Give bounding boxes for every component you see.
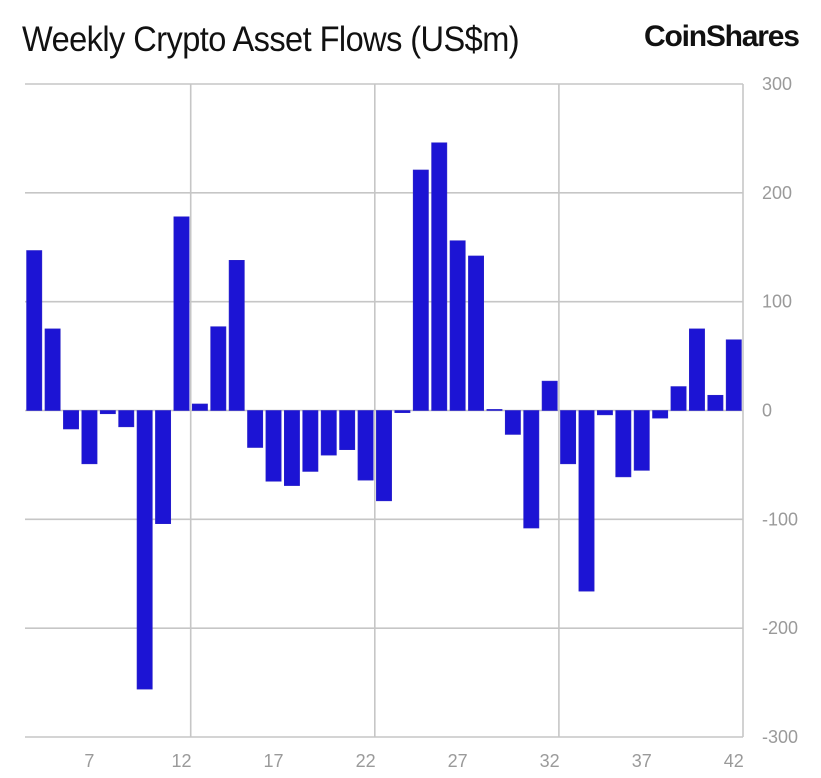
bar-week-34 [578, 410, 595, 592]
bar-week-9 [118, 410, 135, 428]
bar-week-14 [210, 326, 227, 411]
bar-week-39 [670, 386, 687, 411]
bar-week-28 [468, 255, 484, 411]
bar-week-25 [412, 169, 429, 411]
coinshares-logo: CoinShares [644, 20, 800, 53]
bar-week-27 [449, 240, 466, 411]
bar-week-42 [725, 339, 742, 411]
bar-week-30 [504, 410, 521, 435]
x-tick-label: 27 [448, 751, 468, 771]
bar-week-13 [191, 403, 208, 411]
x-tick-label: 7 [84, 751, 94, 771]
bar-week-37 [633, 410, 650, 471]
bar-week-36 [615, 410, 632, 478]
x-tick-label: 12 [171, 751, 191, 771]
chart-title: Weekly Crypto Asset Flows (US$m) [22, 20, 520, 59]
bars [26, 142, 742, 690]
bar-week-18 [284, 410, 300, 486]
bar-week-21 [339, 410, 356, 450]
y-tick-label: 200 [762, 183, 792, 203]
bar-week-35 [596, 410, 613, 416]
y-tick-label: -200 [762, 618, 798, 638]
bar-week-4 [26, 250, 43, 411]
bar-week-23 [376, 410, 392, 502]
bar-week-40 [689, 328, 705, 411]
y-tick-label: 100 [762, 292, 792, 312]
x-tick-label: 32 [540, 751, 560, 771]
x-tick-label: 22 [356, 751, 376, 771]
bar-week-22 [357, 410, 374, 481]
bar-week-31 [523, 410, 540, 529]
y-tick-label: 300 [762, 74, 792, 94]
y-tick-label: -100 [762, 509, 798, 529]
bar-week-19 [302, 410, 319, 472]
bar-week-16 [247, 410, 264, 448]
bar-week-20 [320, 410, 337, 456]
x-tick-label: 37 [632, 751, 652, 771]
bar-week-33 [560, 410, 577, 465]
bar-week-29 [486, 409, 503, 411]
x-axis-ticks: 7 12 17 22 27 32 37 42 [84, 751, 743, 771]
x-tick-label: 17 [264, 751, 284, 771]
bar-week-15 [228, 260, 245, 411]
bar-week-41 [707, 394, 724, 411]
bar-week-32 [541, 380, 558, 411]
y-tick-label: -300 [762, 727, 798, 747]
y-axis-ticks: 300 200 100 0 -100 -200 -300 [762, 74, 798, 747]
bar-week-38 [652, 410, 669, 419]
bar-week-6 [63, 410, 79, 430]
bar-week-12 [173, 216, 190, 411]
y-tick-label: 0 [762, 401, 772, 421]
bar-week-11 [155, 410, 172, 524]
bar-week-26 [431, 142, 448, 411]
bar-week-17 [265, 410, 282, 482]
bar-week-8 [99, 410, 116, 415]
bar-week-5 [44, 328, 61, 411]
bar-week-10 [136, 410, 153, 690]
x-tick-label: 42 [724, 751, 744, 771]
bar-week-24 [394, 410, 411, 413]
bar-week-7 [81, 410, 98, 465]
